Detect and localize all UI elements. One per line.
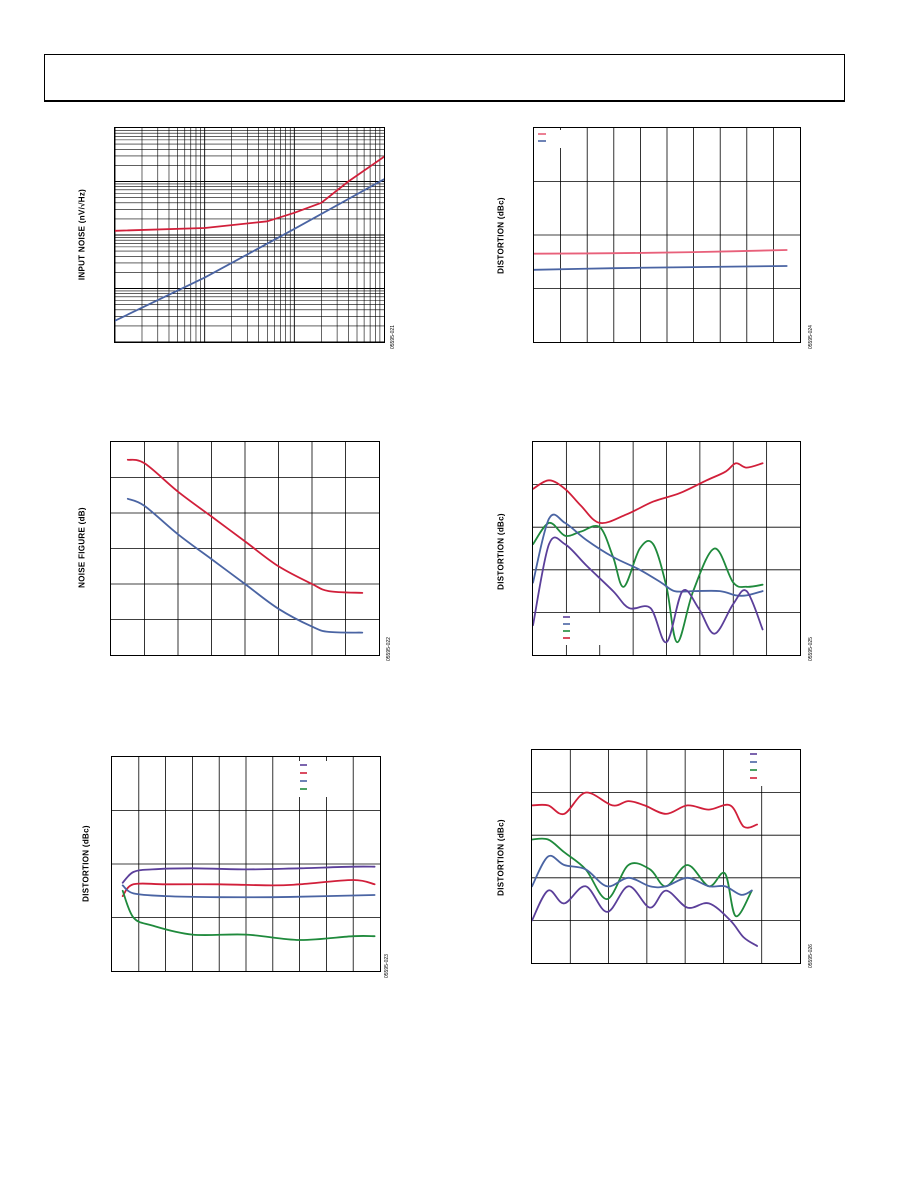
- grid: [115, 128, 384, 342]
- y-axis-label: DISTORTION (dBc): [496, 819, 506, 896]
- series-line-purple: [533, 536, 764, 644]
- grid: [111, 442, 379, 655]
- plot-area: [532, 441, 801, 656]
- chart-svg: [533, 442, 800, 655]
- figure-code: 05595-023: [384, 954, 390, 978]
- series-line-purple: [121, 865, 376, 884]
- figure-code: 05595-021: [390, 325, 396, 349]
- series-line-blue: [532, 854, 753, 896]
- series-line-green: [533, 521, 764, 644]
- y-axis-label: NOISE FIGURE (dB): [77, 507, 87, 588]
- legend: [748, 750, 791, 786]
- chart-svg: [534, 128, 800, 342]
- plot-area: [531, 749, 801, 964]
- plot-area: [110, 441, 380, 656]
- y-axis-label: DISTORTION (dBc): [81, 825, 91, 902]
- legend: [561, 613, 604, 645]
- series-line-green: [121, 889, 376, 941]
- series-line-red: [532, 791, 758, 829]
- legend: [536, 130, 580, 148]
- figure-code: 05595-026: [808, 944, 814, 968]
- series-line-blue: [534, 265, 788, 271]
- page-header-box: [44, 54, 845, 102]
- figure-code: 05595-024: [808, 325, 814, 349]
- series-line-red: [121, 879, 376, 897]
- series-line-purple: [532, 885, 758, 947]
- series-line-pink: [534, 249, 788, 255]
- plot-area: [114, 127, 385, 343]
- series-line-blue: [121, 884, 376, 899]
- series-line-green: [532, 837, 753, 918]
- plot-area: [533, 127, 801, 343]
- y-axis-label: INPUT NOISE (nV/√Hz): [77, 188, 87, 281]
- chart-svg: [532, 750, 800, 963]
- series-line-red: [533, 462, 764, 525]
- series-line-red: [115, 155, 384, 232]
- y-axis-label: DISTORTION (dBc): [496, 513, 506, 590]
- y-axis-label: DISTORTION (dBc): [496, 197, 506, 274]
- chart-svg: [115, 128, 384, 342]
- series-line-red: [126, 458, 364, 594]
- legend: [298, 761, 341, 797]
- figure-code: 05595-022: [386, 637, 392, 661]
- series-line-blue: [115, 178, 384, 322]
- chart-svg: [112, 757, 380, 971]
- grid: [533, 442, 800, 655]
- grid: [534, 128, 800, 342]
- chart-svg: [111, 442, 379, 655]
- plot-area: [111, 756, 381, 972]
- series-line-blue: [126, 497, 364, 634]
- figure-code: 05595-025: [808, 637, 814, 661]
- series-line-blue: [533, 513, 764, 597]
